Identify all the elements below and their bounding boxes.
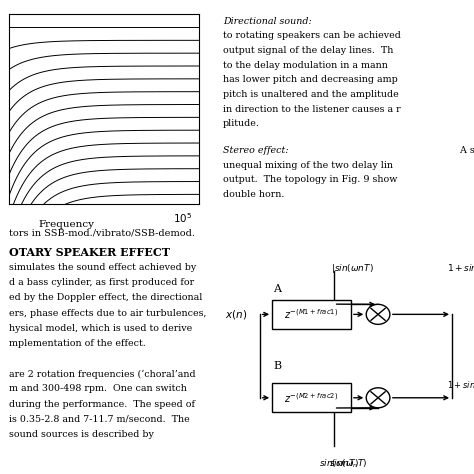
Text: $z^{-(M1+frac1)}$: $z^{-(M1+frac1)}$	[284, 308, 338, 321]
Text: $sin(\omega_nT)$: $sin(\omega_nT)$	[329, 457, 367, 470]
Text: m and 300-498 rpm.  One can switch: m and 300-498 rpm. One can switch	[9, 384, 187, 393]
Text: $x(n)$: $x(n)$	[225, 308, 247, 321]
Text: A stereo rotary sp: A stereo rotary sp	[457, 146, 474, 155]
Circle shape	[366, 304, 390, 324]
Text: is 0.35-2.8 and 7-11.7 m/second.  The: is 0.35-2.8 and 7-11.7 m/second. The	[9, 415, 190, 424]
Bar	[272, 383, 351, 412]
Text: d a bass cylinder, as first produced for: d a bass cylinder, as first produced for	[9, 278, 195, 287]
Bar	[272, 300, 351, 329]
Text: double horn.: double horn.	[223, 190, 284, 199]
Text: in direction to the listener causes a r: in direction to the listener causes a r	[223, 105, 401, 114]
Text: A: A	[273, 284, 281, 294]
Text: sound sources is described by: sound sources is described by	[9, 430, 155, 439]
Text: ers, phase effects due to air turbulences,: ers, phase effects due to air turbulence…	[9, 309, 207, 318]
Circle shape	[366, 388, 390, 408]
Text: simulates the sound effect achieved by: simulates the sound effect achieved by	[9, 263, 197, 272]
Text: pitch is unaltered and the amplitude: pitch is unaltered and the amplitude	[223, 90, 399, 99]
Text: hysical model, which is used to derive: hysical model, which is used to derive	[9, 324, 193, 333]
Text: to rotating speakers can be achieved: to rotating speakers can be achieved	[223, 31, 401, 40]
Text: $sin(\omega nT)$: $sin(\omega nT)$	[319, 457, 358, 469]
Text: Frequency: Frequency	[38, 220, 94, 229]
Text: Stereo effect:: Stereo effect:	[223, 146, 288, 155]
Text: $10^5$: $10^5$	[173, 211, 192, 225]
Text: B: B	[273, 362, 282, 372]
Text: ed by the Doppler effect, the directional: ed by the Doppler effect, the directiona…	[9, 293, 203, 302]
Text: Directional sound:: Directional sound:	[223, 17, 311, 26]
Text: $|sin(\omega nT)$: $|sin(\omega nT)$	[331, 262, 374, 275]
Text: $1+sin($: $1+sin($	[447, 379, 474, 391]
Text: $z^{-(M2+frac2)}$: $z^{-(M2+frac2)}$	[284, 391, 338, 405]
Text: to the delay modulation in a mann: to the delay modulation in a mann	[223, 61, 388, 70]
Text: has lower pitch and decreasing amp: has lower pitch and decreasing amp	[223, 75, 398, 84]
Text: output signal of the delay lines.  Th: output signal of the delay lines. Th	[223, 46, 393, 55]
Text: tors in SSB-mod./vibrato/SSB-demod.: tors in SSB-mod./vibrato/SSB-demod.	[9, 228, 195, 237]
Text: mplementation of the effect.: mplementation of the effect.	[9, 339, 146, 348]
Text: are 2 rotation frequencies (‘choral’and: are 2 rotation frequencies (‘choral’and	[9, 369, 196, 379]
Text: output.  The topology in Fig. 9 show: output. The topology in Fig. 9 show	[223, 175, 397, 184]
Text: during the performance.  The speed of: during the performance. The speed of	[9, 400, 195, 409]
Text: unequal mixing of the two delay lin: unequal mixing of the two delay lin	[223, 161, 393, 170]
Text: OTARY SPEAKER EFFECT: OTARY SPEAKER EFFECT	[9, 247, 171, 258]
Text: plitude.: plitude.	[223, 119, 260, 128]
Text: $1+sin$: $1+sin$	[447, 262, 474, 273]
